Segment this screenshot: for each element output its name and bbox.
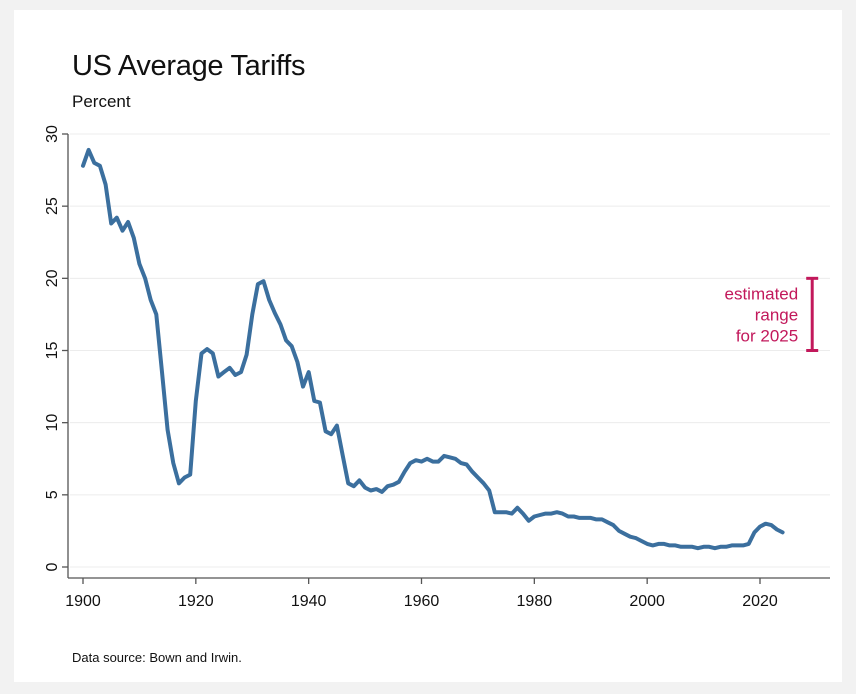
annotation-label-line-2: range bbox=[755, 305, 798, 324]
grid-lines bbox=[70, 133, 830, 568]
x-tick-label-2020: 2020 bbox=[742, 593, 778, 610]
series-layer bbox=[81, 147, 785, 551]
x-tick-label-1920: 1920 bbox=[178, 593, 214, 610]
y-tick-label-25: 25 bbox=[44, 197, 61, 215]
x-tick-label-1980: 1980 bbox=[517, 593, 553, 610]
x-tick-label-1940: 1940 bbox=[291, 593, 327, 610]
y-tick-label-0: 0 bbox=[44, 562, 61, 571]
chart-title: US Average Tariffs bbox=[72, 50, 306, 82]
chart-subtitle: Percent bbox=[72, 92, 131, 111]
y-tick-label-15: 15 bbox=[44, 342, 61, 360]
x-tick-label-1960: 1960 bbox=[404, 593, 440, 610]
x-tick-label-2000: 2000 bbox=[629, 593, 665, 610]
annotation-label-line-1: estimated bbox=[725, 284, 799, 303]
annotation-label-line-3: for 2025 bbox=[736, 326, 798, 345]
series-line-0 bbox=[81, 147, 785, 551]
chart-card bbox=[14, 10, 842, 682]
y-tick-label-20: 20 bbox=[44, 269, 61, 287]
axes: 0 5 10 15 20 25 30 1900 1920 1940 1960 1980 2000 2020 bbox=[44, 125, 830, 610]
y-tick-label-10: 10 bbox=[44, 414, 61, 432]
annotation-group: estimated range for 2025 bbox=[725, 276, 819, 352]
y-tick-label-30: 30 bbox=[44, 125, 61, 143]
data-source-note: Data source: Bown and Irwin. bbox=[72, 650, 242, 665]
y-tick-label-5: 5 bbox=[44, 490, 61, 499]
x-tick-label-1900: 1900 bbox=[65, 593, 101, 610]
